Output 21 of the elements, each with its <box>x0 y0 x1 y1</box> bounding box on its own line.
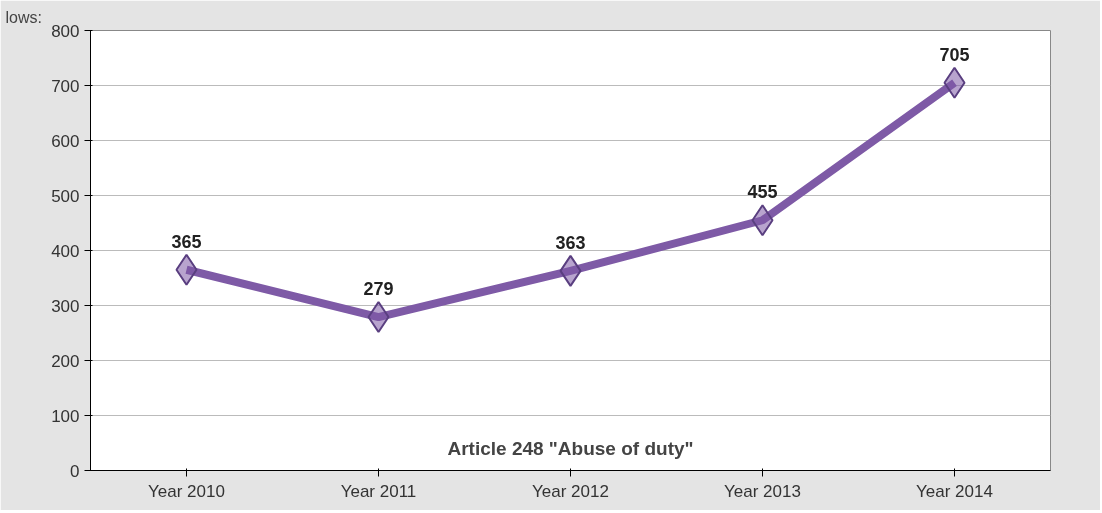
annotation: Article 248 "Abuse of duty" <box>447 437 694 459</box>
data-label: 455 <box>747 182 778 203</box>
data-label: 363 <box>555 232 586 253</box>
y-tick-label: 600 <box>51 131 80 151</box>
data-label: 279 <box>363 279 394 300</box>
x-tick-label: Year 2012 <box>532 481 609 501</box>
y-tick-label: 800 <box>51 21 80 41</box>
data-label: 365 <box>171 231 202 252</box>
y-tick-label: 500 <box>51 186 80 206</box>
y-tick-label: 200 <box>51 351 80 371</box>
y-tick-label: 400 <box>51 241 80 261</box>
x-tick-label: Year 2010 <box>148 481 225 501</box>
text: lows: <box>5 8 42 26</box>
y-tick-label: 0 <box>70 461 80 481</box>
y-tick-label: 300 <box>51 296 80 316</box>
x-tick-label: Year 2013 <box>724 481 801 501</box>
x-tick-label: Year 2014 <box>916 481 993 501</box>
data-label: 705 <box>939 44 970 65</box>
y-tick-label: 100 <box>51 406 80 426</box>
x-tick-label: Year 2011 <box>340 481 417 501</box>
y-tick-label: 700 <box>51 76 80 96</box>
